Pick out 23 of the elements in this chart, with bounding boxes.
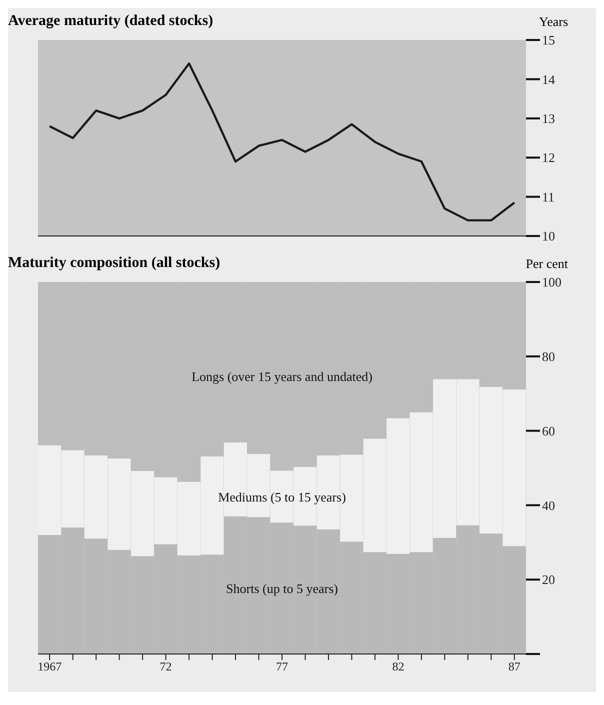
x-tick-label: 1967 [38,660,62,674]
x-tick-label: 77 [276,660,288,674]
x-tick-label: 87 [508,660,520,674]
y-tick-label: 60 [542,423,555,438]
y-tick-label: 14 [542,72,556,87]
y-axis-title: Per cent [526,256,568,272]
chart-title: Maturity composition (all stocks) [8,255,220,272]
y-tick-label: 80 [542,349,555,364]
series-label: Mediums (5 to 15 years) [218,489,346,504]
y-tick-label: 11 [542,189,555,204]
chart-title: Average maturity (dated stocks) [8,13,214,30]
y-tick-label: 100 [542,274,562,290]
y-tick-label: 13 [542,111,555,126]
series-label: Longs (over 15 years and undated) [192,368,372,384]
y-tick-label: 10 [542,228,555,244]
x-tick-label: 82 [392,660,404,674]
y-tick-label: 15 [542,32,555,48]
y-tick-label: 12 [542,150,555,166]
y-tick-label: 40 [542,498,555,513]
x-tick-label: 72 [160,660,172,674]
y-tick-label: 20 [542,572,555,588]
series-label: Shorts (up to 5 years) [226,580,338,596]
y-axis-title: Years [538,14,568,30]
